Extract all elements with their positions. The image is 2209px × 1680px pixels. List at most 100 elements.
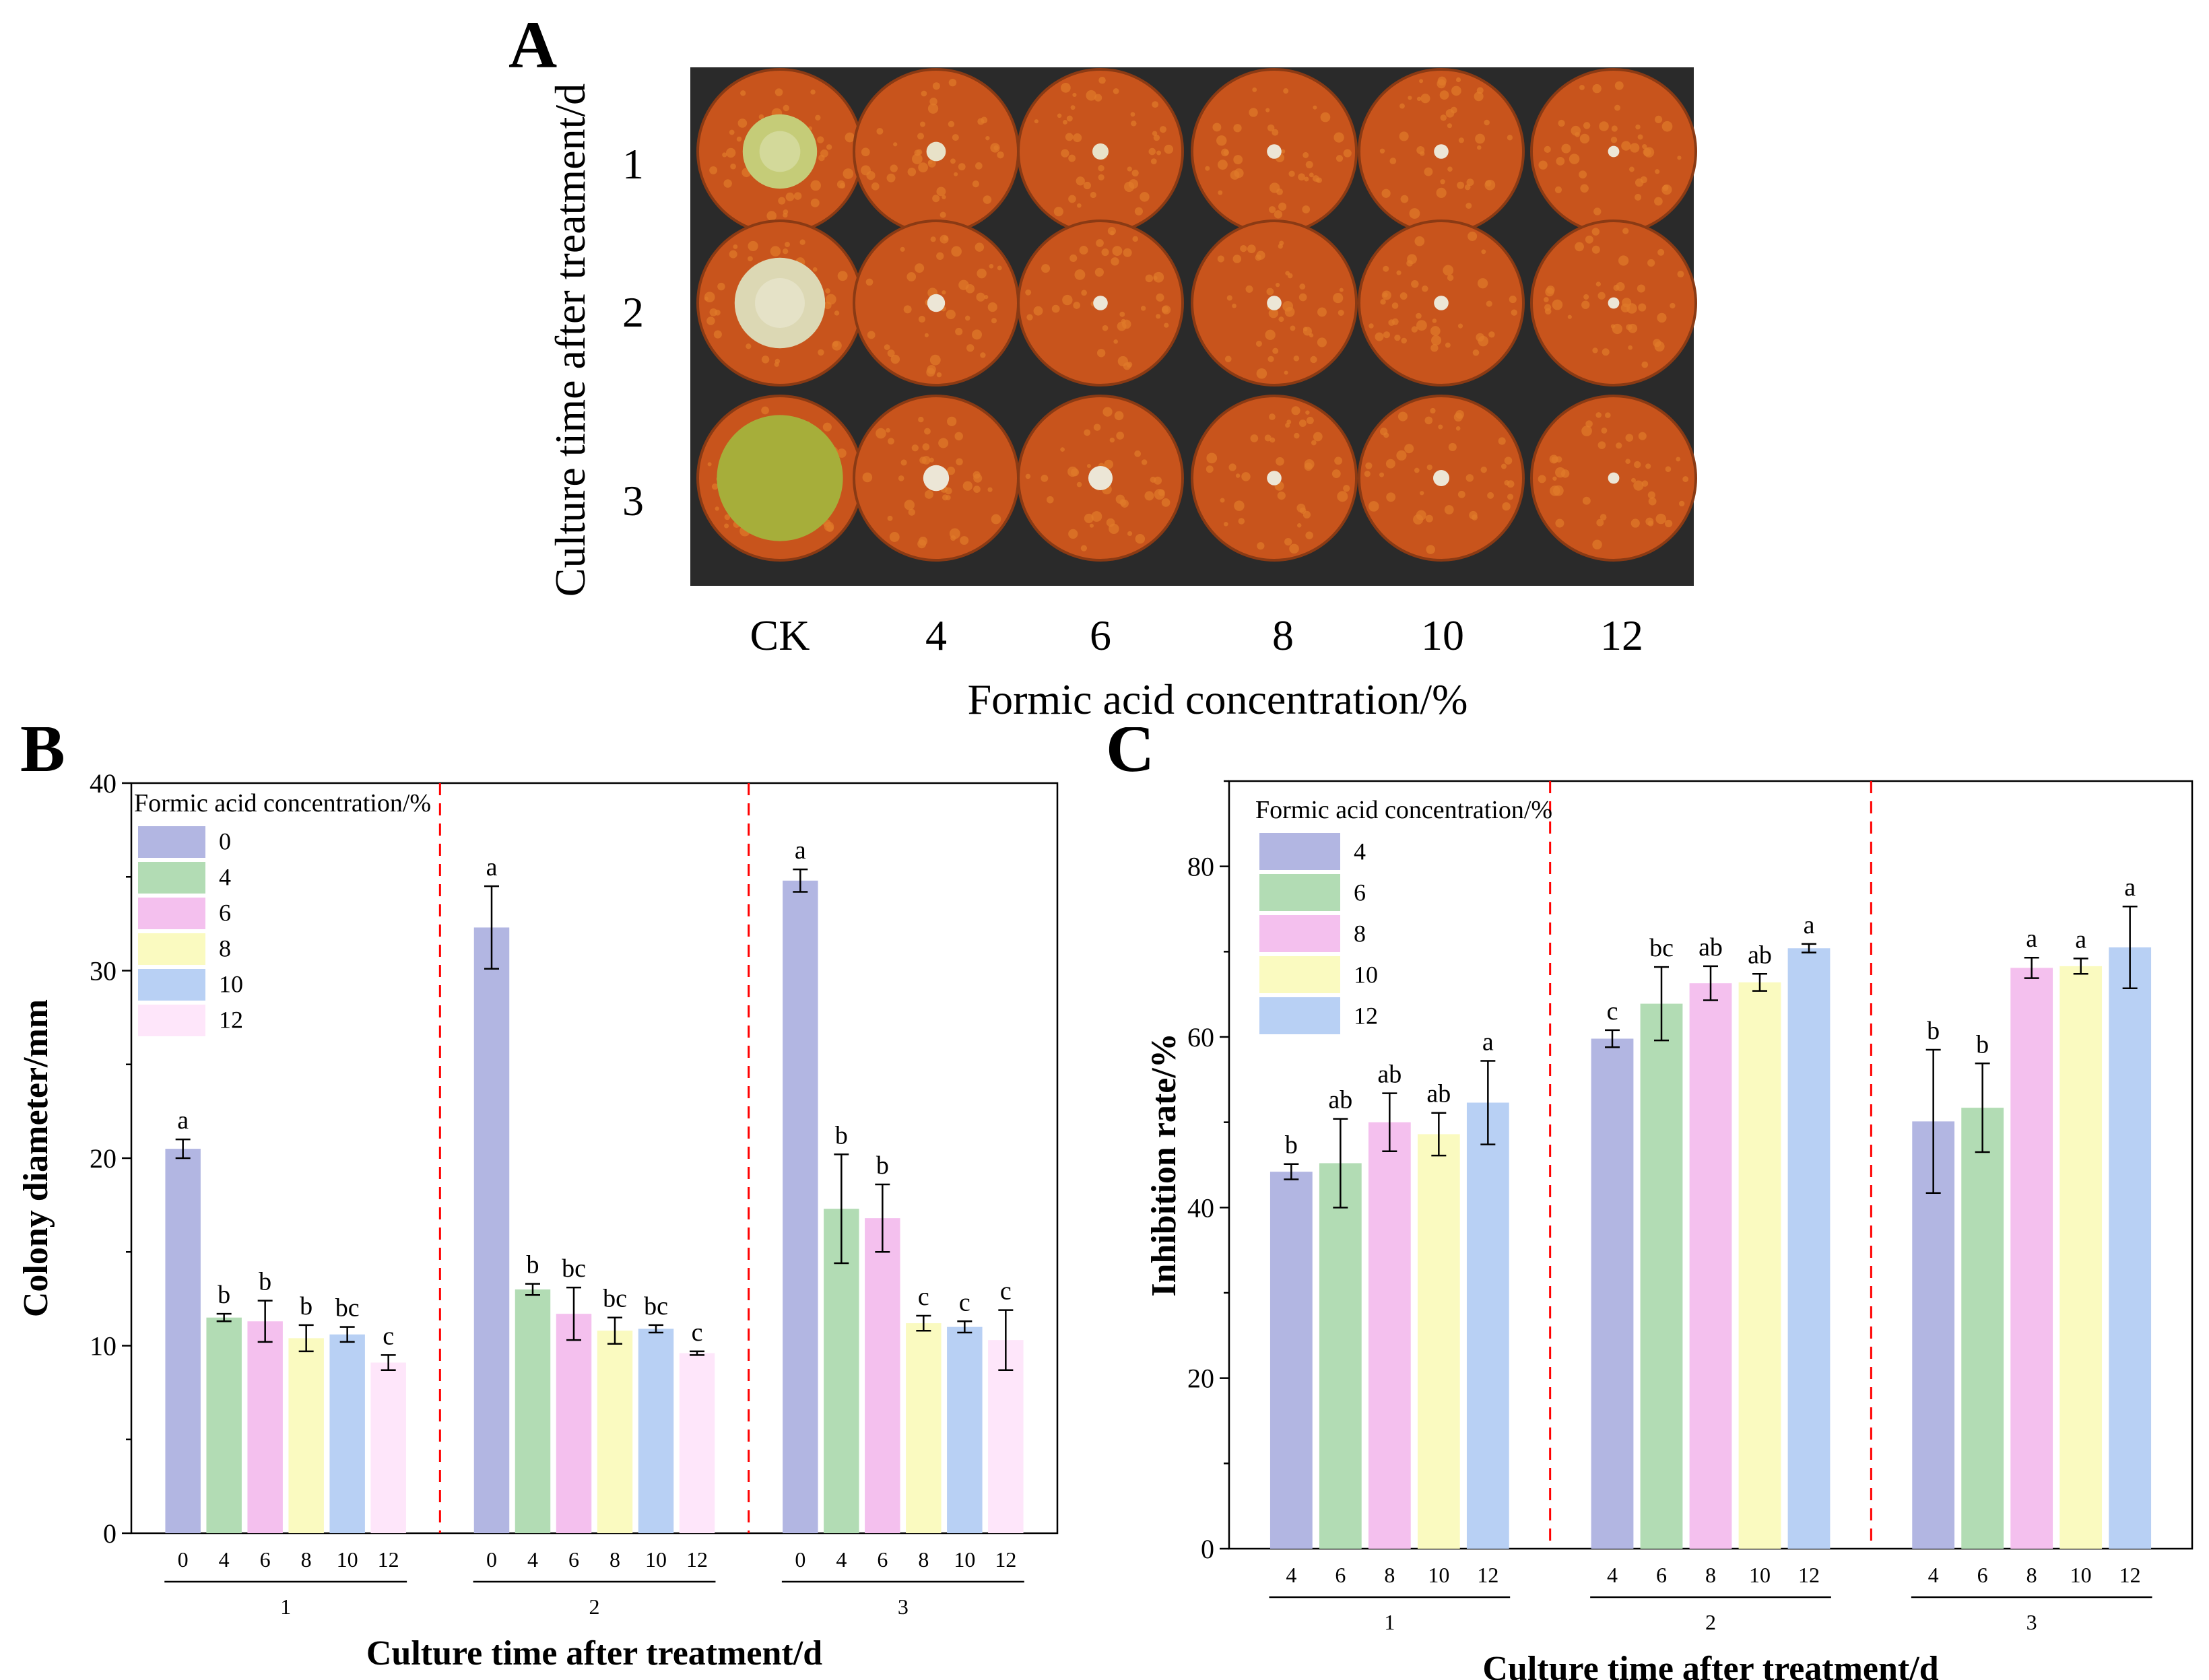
medium-speckle: [1284, 537, 1292, 546]
group-label: 1: [1384, 1610, 1395, 1634]
medium-speckle: [1682, 476, 1689, 482]
medium-speckle: [1298, 173, 1305, 181]
medium-speckle: [939, 211, 946, 218]
medium-speckle: [1145, 274, 1154, 283]
medium-speckle: [1025, 289, 1032, 296]
medium-speckle: [1131, 169, 1139, 177]
medium-speckle: [1025, 473, 1031, 479]
medium-speckle: [1426, 464, 1432, 471]
medium-speckle: [871, 182, 880, 191]
medium-speckle: [1538, 475, 1546, 483]
medium-speckle: [972, 180, 979, 188]
medium-speckle: [1411, 326, 1418, 333]
medium-speckle: [1116, 432, 1125, 440]
medium-speckle: [955, 327, 963, 336]
medium-speckle: [1600, 514, 1607, 520]
x-category-label: 8: [1705, 1563, 1716, 1587]
medium-speckle: [1511, 309, 1517, 316]
medium-speckle: [1272, 347, 1279, 354]
medium-speckle: [993, 145, 999, 151]
medium-speckle: [1309, 333, 1314, 338]
row-labels: 1 2 3: [622, 140, 644, 525]
petri-dish: [1191, 395, 1358, 562]
bar-12-group-2: [679, 1353, 715, 1533]
medium-speckle: [1657, 312, 1667, 323]
medium-speckle: [1416, 510, 1426, 520]
medium-speckle: [1156, 293, 1164, 302]
medium-speckle: [1090, 191, 1096, 199]
medium-speckle: [1399, 131, 1409, 141]
error-bar: [298, 1324, 314, 1353]
medium-speckle: [1616, 442, 1622, 449]
legend-swatch: [138, 898, 205, 929]
medium-speckle: [1645, 463, 1651, 469]
medium-speckle: [1458, 137, 1464, 143]
medium-speckle: [1647, 259, 1655, 267]
medium-speckle: [1333, 132, 1344, 143]
significance-letter: b: [1285, 1131, 1298, 1160]
medium-speckle: [946, 467, 956, 475]
fungal-colony: [1434, 296, 1449, 310]
medium-speckle: [1581, 426, 1592, 436]
medium-speckle: [1601, 427, 1608, 434]
medium-speckle: [1567, 314, 1572, 319]
medium-speckle: [1267, 124, 1275, 132]
medium-speckle: [1068, 529, 1078, 539]
medium-speckle: [1637, 134, 1643, 140]
medium-speckle: [1575, 132, 1580, 137]
legend-swatch: [138, 969, 205, 1001]
medium-speckle: [942, 195, 946, 199]
medium-speckle: [898, 475, 904, 481]
bar-8-group-1: [1368, 1122, 1411, 1549]
medium-speckle: [1074, 269, 1086, 280]
medium-speckle: [704, 296, 708, 301]
panel-letter-b: B: [20, 727, 65, 786]
medium-speckle: [1250, 434, 1259, 442]
group-label: 2: [589, 1594, 600, 1619]
medium-speckle: [1457, 181, 1465, 189]
error-bar: [957, 1320, 972, 1334]
medium-speckle: [1643, 147, 1655, 158]
fungal-colony: [1608, 297, 1620, 309]
medium-speckle: [799, 239, 805, 245]
medium-speckle: [845, 132, 855, 143]
panel-a-photo-figure: A Culture time after treatment/d 1 2 3 C…: [508, 7, 1697, 723]
medium-speckle: [1057, 113, 1062, 119]
medium-speckle: [1303, 327, 1313, 336]
medium-speckle: [1102, 325, 1109, 331]
fungal-colony: [717, 415, 843, 541]
fungal-colony: [1434, 144, 1449, 159]
significance-letter: ab: [1328, 1086, 1352, 1114]
error-bar: [1703, 965, 1718, 1001]
fungal-colony: [1608, 472, 1620, 484]
medium-speckle: [1220, 498, 1225, 503]
medium-speckle: [1445, 342, 1451, 348]
medium-speckle: [1447, 166, 1453, 172]
medium-speckle: [1096, 349, 1106, 358]
bar-4-group-2: [1591, 1038, 1634, 1549]
x-category-label: 4: [219, 1547, 230, 1572]
medium-speckle: [1583, 294, 1589, 300]
medium-speckle: [1507, 135, 1513, 141]
medium-speckle: [889, 532, 900, 542]
medium-speckle: [1068, 195, 1076, 203]
medium-speckle: [1655, 169, 1660, 174]
medium-speckle: [1655, 513, 1666, 525]
medium-speckle: [1633, 480, 1644, 491]
medium-speckle: [1430, 344, 1439, 352]
medium-speckle: [1585, 235, 1593, 244]
medium-speckle: [973, 485, 981, 493]
medium-speckle: [717, 282, 725, 291]
legend-label: 8: [1354, 920, 1366, 947]
medium-speckle: [1337, 491, 1348, 502]
x-axis-title: Culture time after treatment/d: [1482, 1650, 1938, 1680]
medium-speckle: [1102, 407, 1113, 417]
bar-4-group-1: [1270, 1172, 1313, 1549]
medium-speckle: [915, 263, 925, 273]
significance-letter: c: [918, 1283, 929, 1311]
medium-speckle: [1114, 411, 1124, 421]
medium-speckle: [1238, 518, 1245, 525]
medium-speckle: [954, 432, 963, 441]
medium-speckle: [919, 121, 925, 127]
medium-speckle: [774, 362, 779, 367]
